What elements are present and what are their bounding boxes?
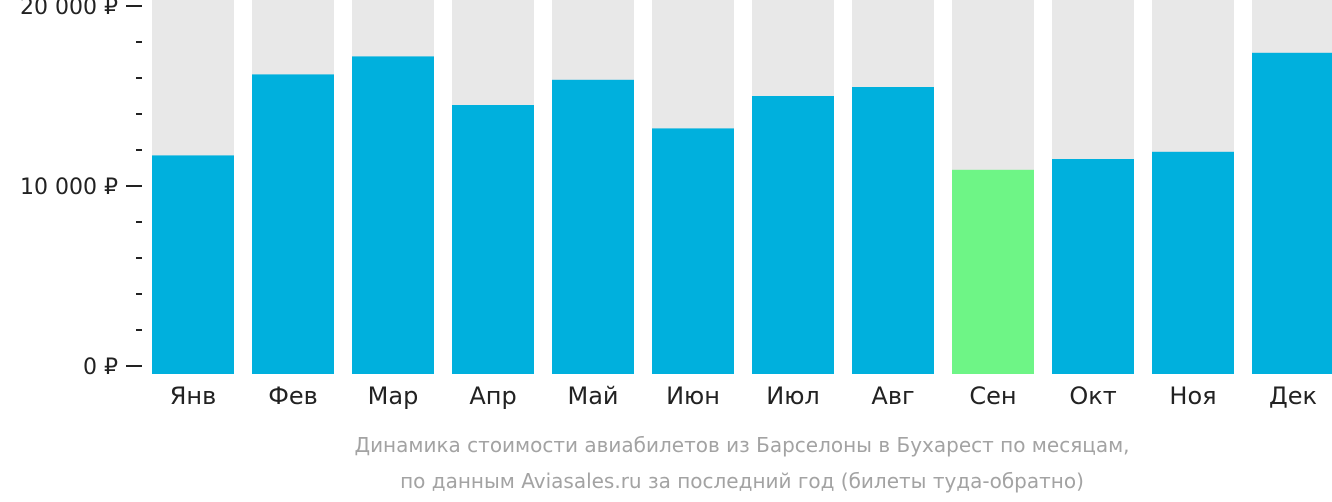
chart-caption-line-1: Динамика стоимости авиабилетов из Барсел…	[354, 433, 1129, 457]
bar-2[interactable]	[352, 56, 434, 375]
bar-1[interactable]	[252, 74, 334, 375]
x-tick-label-6: Июл	[766, 382, 820, 410]
y-axis: 0 ₽ 10 000 ₽ 20 000 ₽	[20, 0, 142, 380]
y-tick-label-1: 10 000 ₽	[20, 175, 118, 200]
bar-10[interactable]	[1152, 151, 1234, 374]
x-tick-label-3: Апр	[469, 382, 516, 410]
bar-4[interactable]	[552, 79, 634, 375]
bar-0[interactable]	[152, 155, 234, 374]
x-tick-label-7: Авг	[871, 382, 914, 410]
bar-9[interactable]	[1052, 159, 1134, 374]
y-tick-label-0: 0 ₽	[83, 355, 118, 380]
bar-11[interactable]	[1252, 52, 1332, 375]
bar-6[interactable]	[752, 96, 834, 374]
y-tick-label-2: 20 000 ₽	[20, 0, 118, 20]
bar-7[interactable]	[852, 87, 934, 374]
x-axis-labels: Янв Фев Мар Апр Май Июн Июл Авг Сен Окт Ноя Дек	[170, 382, 1317, 410]
x-tick-label-9: Окт	[1069, 382, 1116, 410]
x-tick-label-4: Май	[567, 382, 618, 410]
x-tick-label-1: Фев	[268, 382, 318, 410]
bar-5[interactable]	[652, 128, 734, 374]
x-tick-label-5: Июн	[666, 382, 720, 410]
bar-3[interactable]	[452, 105, 534, 374]
x-tick-label-0: Янв	[170, 382, 217, 410]
x-tick-label-10: Ноя	[1169, 382, 1216, 410]
bar-8[interactable]	[952, 169, 1034, 374]
x-tick-label-2: Мар	[368, 382, 419, 410]
x-tick-label-8: Сен	[969, 382, 1016, 410]
bars	[152, 52, 1332, 375]
chart-caption-line-2: по данным Aviasales.ru за последний год …	[400, 469, 1084, 493]
x-tick-label-11: Дек	[1269, 382, 1317, 410]
